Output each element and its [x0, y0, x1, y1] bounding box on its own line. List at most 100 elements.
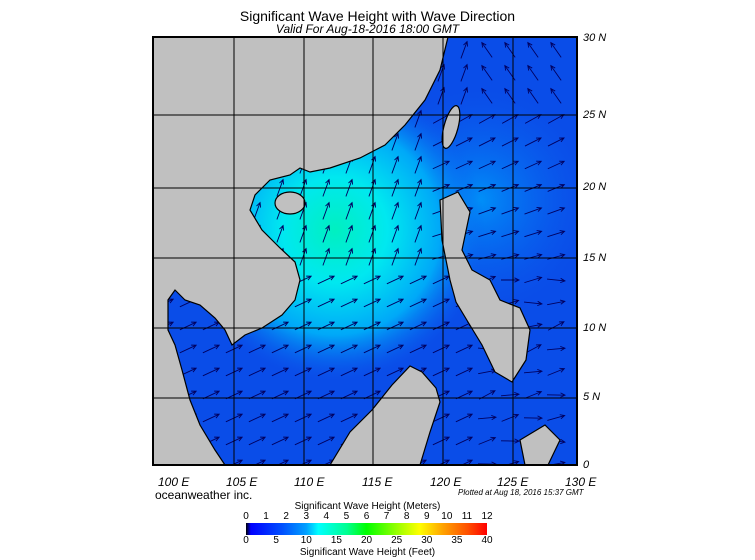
wave-direction-arrow: [524, 206, 543, 215]
wave-direction-arrow: [432, 436, 451, 446]
wave-direction-arrow: [501, 253, 520, 260]
wave-direction-arrow: [248, 367, 267, 377]
wave-direction-arrow: [432, 321, 451, 331]
wave-direction-arrow: [179, 321, 198, 331]
colorbar-tick: 15: [330, 535, 342, 546]
wave-direction-arrow: [248, 413, 267, 423]
colorbar-title-meters: Significant Wave Height (Meters): [294, 501, 441, 512]
wave-direction-arrow: [248, 344, 267, 354]
wave-direction-arrow: [391, 201, 400, 220]
wave-direction-arrow: [524, 344, 542, 354]
wave-direction-arrow: [345, 224, 354, 243]
wave-direction-arrow: [345, 201, 354, 220]
wave-direction-arrow: [294, 367, 313, 377]
wave-direction-arrow: [523, 415, 544, 421]
wave-direction-arrow: [432, 413, 451, 423]
wave-direction-arrow: [500, 392, 520, 398]
wave-direction-arrow: [414, 247, 423, 266]
wave-direction-arrow: [455, 137, 473, 147]
wave-direction-arrow: [547, 253, 566, 260]
wave-direction-arrow: [478, 206, 497, 215]
wave-direction-arrow: [524, 160, 543, 170]
lat-label: 20 N: [583, 181, 607, 193]
wave-direction-arrow: [340, 413, 359, 423]
wave-direction-arrow: [414, 109, 423, 128]
wave-direction-arrow: [524, 230, 543, 238]
colorbar-tick: 35: [451, 535, 463, 546]
wave-direction-arrow: [481, 41, 493, 58]
wave-direction-arrow: [363, 321, 382, 331]
colorbar-tick: 6: [363, 511, 370, 522]
lat-label: 15 N: [583, 252, 607, 264]
wave-direction-arrow: [460, 86, 469, 105]
wave-direction-arrow: [386, 298, 405, 308]
wave-direction-arrow: [455, 160, 474, 170]
land-taiwan: [441, 105, 461, 149]
wave-direction-arrow: [547, 414, 566, 421]
lat-label: 0: [583, 459, 590, 471]
colorbar-tick: 1: [263, 511, 269, 522]
wave-direction-arrow: [527, 64, 539, 81]
wave-direction-arrow: [386, 367, 405, 377]
wave-direction-arrow: [386, 275, 405, 285]
wave-direction-arrow: [455, 367, 474, 377]
wave-direction-arrow: [501, 206, 520, 215]
land-hainan: [274, 191, 306, 215]
wave-direction-arrow: [294, 436, 313, 446]
wave-direction-arrow: [455, 436, 474, 446]
colorbar-tick: 20: [360, 535, 373, 546]
map-title: Significant Wave Height with Wave Direct…: [239, 8, 516, 24]
wave-direction-arrow: [345, 247, 354, 266]
map-frame: [152, 36, 578, 466]
colorbar-tick: 9: [423, 511, 430, 522]
wave-direction-arrow: [547, 160, 566, 170]
wave-direction-arrow: [386, 321, 405, 331]
wave-direction-arrow: [322, 247, 331, 266]
wave-direction-arrow: [363, 275, 382, 285]
wave-direction-arrow: [414, 155, 423, 174]
lon-label: 120 E: [430, 475, 462, 489]
wave-height-map: [152, 36, 578, 466]
brand-label: oceanweather inc.: [155, 488, 253, 502]
wave-direction-arrow: [409, 321, 428, 331]
wave-direction-arrow: [340, 344, 359, 354]
wave-direction-arrow: [317, 298, 336, 308]
wave-direction-arrow: [546, 392, 567, 398]
wave-direction-arrow: [363, 298, 382, 308]
wave-direction-arrow: [550, 87, 562, 104]
wave-direction-arrow: [202, 367, 221, 377]
colorbar-tick: 3: [303, 511, 310, 522]
lat-label: 25 N: [583, 109, 607, 121]
wave-direction-arrow: [317, 344, 336, 354]
wave-direction-arrow: [478, 137, 496, 147]
wave-direction-arrow: [391, 224, 400, 243]
wave-direction-arrow: [202, 413, 221, 423]
colorbar-tick: 12: [481, 511, 493, 522]
wave-direction-arrow: [414, 132, 423, 151]
wave-direction-arrow: [481, 64, 493, 81]
wave-direction-arrow: [501, 137, 519, 147]
wave-direction-arrow: [414, 201, 423, 220]
lat-label: 5 N: [583, 391, 601, 403]
colorbar-tick: 11: [461, 511, 473, 522]
wave-direction-arrow: [253, 201, 262, 220]
wave-direction-arrow: [317, 275, 336, 285]
colorbar-tick: 7: [383, 511, 390, 522]
wave-direction-arrow: [547, 299, 566, 306]
wave-direction-arrow: [478, 230, 497, 238]
wave-direction-arrow: [294, 344, 313, 354]
lat-label: 10 N: [583, 322, 607, 334]
wave-direction-arrow: [248, 436, 267, 446]
wave-direction-arrow: [179, 344, 198, 354]
wave-direction-arrow: [547, 137, 565, 147]
lon-label: 115 E: [362, 475, 393, 489]
lon-label: 110 E: [294, 475, 325, 489]
wave-direction-arrow: [524, 276, 543, 284]
map-subtitle: Valid For Aug-18-2016 18:00 GMT: [275, 22, 460, 36]
wave-direction-arrow: [363, 367, 382, 377]
lon-label: 105 E: [226, 475, 258, 489]
plotted-timestamp: Plotted at Aug 18, 2016 15:37 GMT: [458, 488, 584, 497]
wave-direction-arrow: [501, 160, 520, 170]
wave-direction-arrow: [294, 413, 313, 423]
wave-direction-arrow: [317, 436, 336, 446]
